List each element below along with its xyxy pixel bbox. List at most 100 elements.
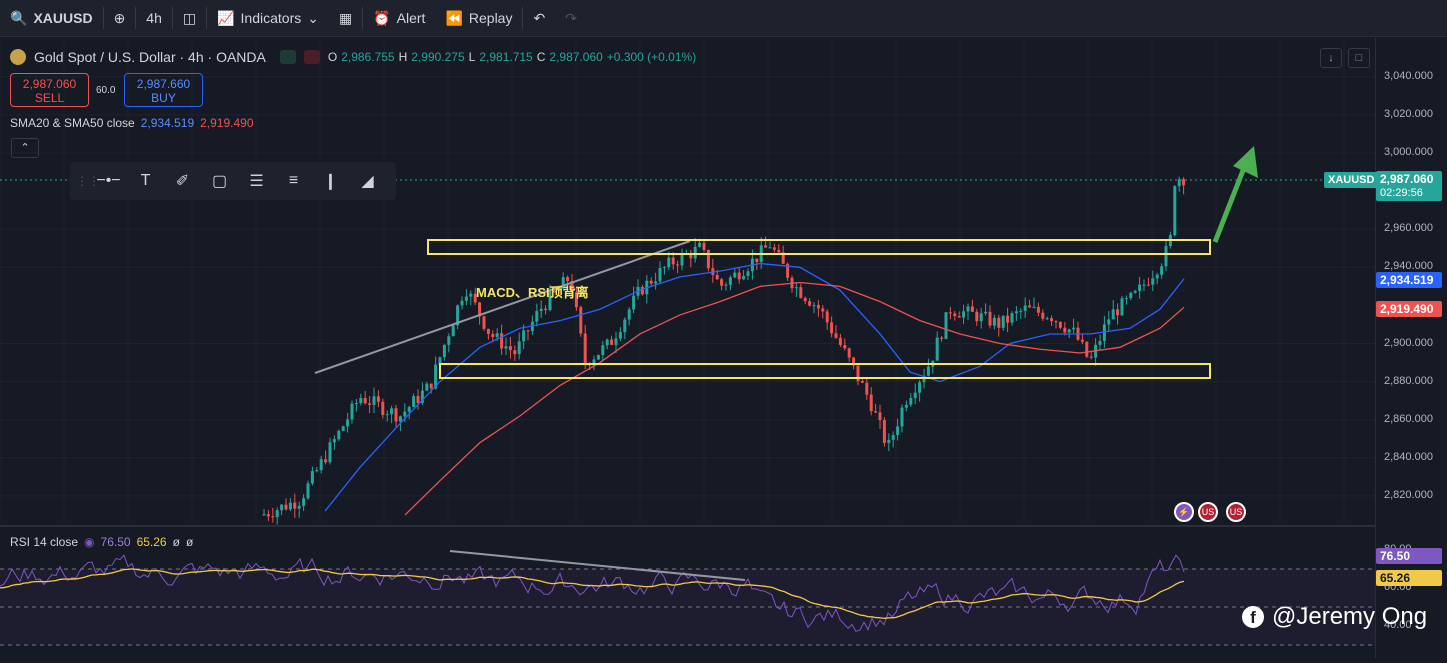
divider xyxy=(522,7,524,29)
vertical-line-icon[interactable]: ❙ xyxy=(323,173,338,190)
candle-body xyxy=(988,311,992,326)
candles-icon: ◫ xyxy=(182,9,197,26)
candle-body xyxy=(706,249,710,269)
candle-body xyxy=(852,357,856,366)
price-tick-label: 3,000.000 xyxy=(1384,146,1433,158)
candle-body xyxy=(403,411,407,417)
brush-tool-icon[interactable]: ✐ xyxy=(175,173,190,190)
candle-body xyxy=(1116,309,1120,316)
candle-body xyxy=(451,325,455,337)
candle-body xyxy=(513,350,517,355)
candle-body xyxy=(1120,298,1124,316)
spread-value: 60.0 xyxy=(96,85,116,96)
candle-body xyxy=(552,290,556,292)
candle-body xyxy=(843,345,847,349)
candle-body xyxy=(1023,305,1027,311)
alert-button[interactable]: ⏰ Alert xyxy=(363,0,435,37)
indicators-label: Indicators xyxy=(240,10,302,26)
candle-body xyxy=(957,316,961,318)
replay-label: Replay xyxy=(468,10,513,26)
lightning-event-icon[interactable]: ⚡ xyxy=(1174,502,1194,522)
sma20-value: 2,934.519 xyxy=(140,116,195,130)
candle-body xyxy=(926,366,930,376)
candle-body xyxy=(328,442,332,463)
undo-button[interactable]: ↶ xyxy=(523,0,555,37)
candle-body xyxy=(1138,284,1142,292)
candle-body xyxy=(579,307,583,334)
download-button[interactable]: ↓ xyxy=(1320,48,1342,68)
rsi-value: 76.50 xyxy=(100,535,131,549)
fill-tool-icon[interactable]: ◢ xyxy=(361,173,374,190)
filter-lines-icon[interactable]: ≡ xyxy=(288,172,299,189)
rsi-legend[interactable]: RSI 14 close ◉ 76.50 65.26 ø ø xyxy=(10,535,193,549)
price-chart-svg[interactable] xyxy=(0,38,1375,658)
chart-area[interactable] xyxy=(0,38,1447,658)
candle-body xyxy=(935,337,939,361)
interval-button[interactable]: 4h xyxy=(136,0,172,37)
fullscreen-button[interactable]: □ xyxy=(1348,48,1370,68)
candle-body xyxy=(1054,321,1058,323)
price-tick-label: 3,020.000 xyxy=(1384,108,1433,120)
candle-body xyxy=(623,319,627,333)
text-tool-icon[interactable]: T xyxy=(140,172,151,189)
settings-lines-icon[interactable]: ☰ xyxy=(249,173,264,190)
rsi-divergence-line xyxy=(449,550,746,581)
facebook-icon: f xyxy=(1242,606,1264,628)
current-price-tag: 2,987.060 02:29:56 xyxy=(1376,171,1442,201)
chart-legend: Gold Spot / U.S. Dollar · 4h · OANDA O 2,… xyxy=(10,49,696,65)
candle-body xyxy=(337,430,341,440)
layout-button[interactable]: ▦ xyxy=(329,0,362,37)
candle-body xyxy=(1028,305,1032,308)
market-status-icon xyxy=(303,50,320,64)
candle-body xyxy=(469,293,473,297)
candle-body xyxy=(297,505,301,509)
candle-body xyxy=(491,333,495,338)
candle-body xyxy=(808,301,812,306)
sell-button[interactable]: 2,987.060 SELL xyxy=(10,73,89,107)
symbol-title[interactable]: Gold Spot / U.S. Dollar · 4h · OANDA xyxy=(34,49,266,65)
line-tool-icon[interactable]: −•− xyxy=(96,172,121,189)
symbol-search[interactable]: 🔍 XAUUSD xyxy=(0,0,103,37)
candle-body xyxy=(460,300,464,306)
arrow-down-icon: ↓ xyxy=(1328,52,1334,64)
drawing-toolbar: ⋮⋮ −•− T ✐ ▢ ☰ ≡ ❙ ◢ xyxy=(70,162,396,200)
candle-body xyxy=(887,439,891,443)
candle-body xyxy=(1089,356,1093,358)
rsi-ma-value: 65.26 xyxy=(136,535,167,549)
candle-body xyxy=(882,420,886,443)
redo-button[interactable]: ↷ xyxy=(555,0,587,37)
bar-countdown: 02:29:56 xyxy=(1380,187,1423,199)
candle-body xyxy=(676,264,680,266)
candle-body xyxy=(1173,186,1177,236)
divider xyxy=(362,7,364,29)
candle-body xyxy=(1164,245,1168,267)
market-open-icon xyxy=(279,50,296,64)
rectangle-tool-icon[interactable]: ▢ xyxy=(211,173,228,190)
buy-button[interactable]: 2,987.660 BUY xyxy=(124,73,203,107)
compare-button[interactable]: ⊕ xyxy=(104,0,136,37)
us-flag-icon[interactable]: US xyxy=(1226,502,1246,522)
candle-body xyxy=(913,392,917,399)
rsi-settings-icon[interactable]: ◉ xyxy=(84,535,95,549)
divider xyxy=(206,7,208,29)
candle-body xyxy=(574,292,578,308)
indicators-button[interactable]: 📈 Indicators ⌄ xyxy=(207,0,329,37)
sma-legend[interactable]: SMA20 & SMA50 close 2,934.519 2,919.490 xyxy=(10,116,254,130)
us-flag-icon[interactable]: US xyxy=(1198,502,1218,522)
candle-body xyxy=(904,404,908,408)
collapse-legend-button[interactable]: ⌃ xyxy=(11,138,39,158)
replay-button[interactable]: ⏪ Replay xyxy=(435,0,522,37)
candle-body xyxy=(456,305,460,326)
drag-handle-icon[interactable]: ⋮⋮ xyxy=(76,174,100,188)
low-value: 2,981.715 xyxy=(479,50,533,64)
candle-body xyxy=(940,337,944,339)
price-tick-label: 2,940.000 xyxy=(1384,260,1433,272)
candle-body xyxy=(438,357,442,365)
candle-body xyxy=(742,275,746,280)
chart-type-button[interactable]: ◫ xyxy=(173,0,206,37)
candle-body xyxy=(1111,309,1115,320)
price-axis[interactable]: 3,040.000 3,020.000 3,000.000 2,960.000 2,94… xyxy=(1375,38,1447,658)
candle-body xyxy=(755,258,759,263)
buy-price: 2,987.660 xyxy=(136,77,191,91)
candle-body xyxy=(354,403,358,405)
